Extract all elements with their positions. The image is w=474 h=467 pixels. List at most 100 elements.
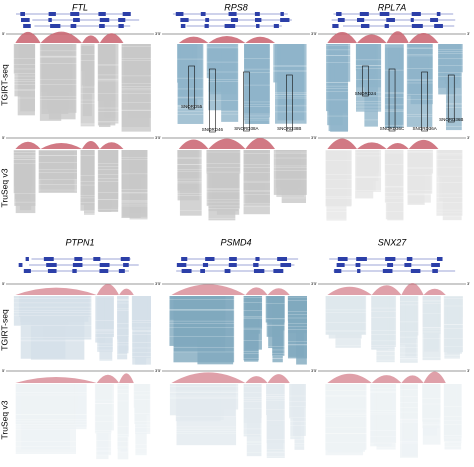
- exon: [432, 269, 438, 273]
- junction-arc: [371, 285, 402, 295]
- strand-label: 3': [311, 135, 314, 140]
- exon: [50, 24, 61, 28]
- read-stack: [127, 44, 151, 118]
- read-stack: [43, 296, 92, 340]
- junction-arc: [208, 35, 246, 43]
- read-stack: [440, 44, 463, 73]
- exon: [410, 269, 421, 273]
- read-stack: [437, 150, 456, 178]
- row-label: TruSeq v3: [0, 168, 9, 207]
- exon: [385, 257, 396, 261]
- strand-label: 3': [311, 368, 314, 373]
- junction-arc: [171, 284, 246, 295]
- junction-arc: [171, 372, 246, 383]
- read-stack: [376, 384, 396, 450]
- read-stack: [364, 150, 379, 173]
- read-stack: [175, 384, 221, 422]
- exon: [200, 269, 205, 273]
- junction-arc: [96, 284, 119, 295]
- gene-name: PTPN1: [65, 237, 94, 247]
- exon: [47, 269, 57, 273]
- row-label: TruSeq v3: [0, 400, 9, 439]
- strand-label: 5': [314, 31, 317, 36]
- junction-arc: [357, 142, 387, 149]
- gene-name: SNX27: [378, 237, 408, 247]
- strand-label: 3': [155, 368, 158, 373]
- read-stack: [96, 384, 109, 460]
- exon: [93, 257, 101, 261]
- exon: [332, 24, 339, 28]
- exon: [273, 269, 284, 273]
- exon: [205, 18, 210, 22]
- read-stack: [330, 44, 348, 132]
- junction-arc: [15, 141, 41, 149]
- junction-arc: [327, 286, 372, 295]
- exon: [384, 24, 389, 28]
- snorna-label: SNORD24: [355, 91, 377, 96]
- junction-arc: [178, 36, 209, 43]
- gene-name: RPL7A: [378, 2, 407, 12]
- exon: [382, 269, 393, 273]
- exon: [280, 12, 284, 16]
- junction-arc: [423, 371, 446, 383]
- exon: [181, 269, 192, 273]
- junction-arc: [15, 287, 97, 295]
- read-stack: [289, 296, 307, 327]
- exon: [337, 18, 345, 22]
- exon: [70, 24, 77, 28]
- read-stack: [177, 150, 198, 191]
- exon: [99, 18, 110, 22]
- gene-name: PSMD4: [220, 237, 251, 247]
- strand-label: 5': [2, 281, 5, 286]
- read-stack: [95, 296, 105, 343]
- strand-label: 5': [158, 31, 161, 36]
- exon: [228, 12, 237, 16]
- exon: [202, 263, 209, 267]
- read-stack: [243, 384, 262, 423]
- snorna-label: SNORD38A: [234, 126, 258, 131]
- exon: [410, 18, 414, 22]
- exon: [200, 12, 206, 16]
- read-stack: [135, 384, 147, 456]
- exon: [436, 12, 441, 16]
- exon: [46, 263, 57, 267]
- exon: [360, 24, 370, 28]
- strand-label: 3': [311, 281, 314, 286]
- exon: [411, 12, 421, 16]
- strand-label: 5': [158, 368, 161, 373]
- read-stack: [407, 150, 425, 205]
- exon: [379, 12, 390, 16]
- strand-label: 5': [314, 135, 317, 140]
- exon: [99, 24, 105, 28]
- exon: [356, 257, 367, 261]
- exon: [387, 263, 394, 267]
- junction-arc: [401, 375, 424, 383]
- read-stack: [447, 296, 462, 354]
- junction-arc: [401, 283, 424, 295]
- junction-arc: [119, 288, 134, 295]
- exon: [357, 269, 361, 273]
- junction-arc: [327, 32, 357, 43]
- strand-label: 3': [155, 135, 158, 140]
- strand-label: 3': [467, 31, 470, 36]
- read-stack: [244, 296, 259, 362]
- exon: [175, 12, 184, 16]
- junction-arc: [82, 140, 100, 149]
- exon: [70, 12, 80, 16]
- read-stack: [130, 150, 146, 213]
- strand-label: 5': [314, 281, 317, 286]
- exon: [230, 18, 238, 22]
- exon: [434, 24, 443, 28]
- junction-arc: [423, 288, 446, 295]
- snorna-box: [388, 68, 396, 132]
- exon: [229, 257, 237, 261]
- exon: [336, 12, 342, 16]
- exon: [254, 18, 262, 22]
- read-stack: [387, 150, 401, 196]
- read-stack: [135, 296, 147, 365]
- gene-name: FTL: [72, 2, 88, 12]
